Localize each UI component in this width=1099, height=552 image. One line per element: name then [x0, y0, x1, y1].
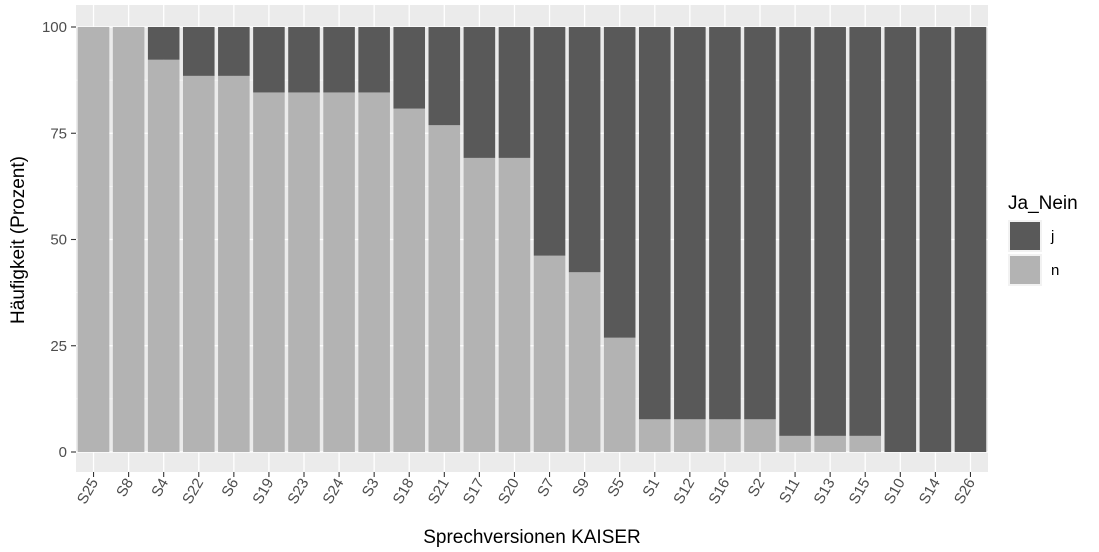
bar-segment-j	[849, 27, 882, 436]
bar-segment-n	[428, 125, 461, 453]
bar-segment-n	[463, 157, 496, 452]
legend-title: Ja_Nein	[1008, 193, 1078, 214]
x-tick-label: S15	[846, 476, 874, 508]
bar-segment-j	[463, 27, 496, 158]
x-tick-label: S16	[705, 476, 733, 508]
bar-segment-n	[182, 75, 215, 452]
x-tick-label: S6	[218, 476, 242, 500]
bar-segment-j	[428, 27, 461, 126]
bar-segment-n	[253, 92, 285, 452]
x-tick-label: S23	[284, 476, 312, 508]
x-tick-label: S11	[776, 476, 804, 507]
x-tick-label: S9	[569, 476, 593, 500]
x-tick-label: S25	[74, 476, 102, 508]
bar-segment-j	[253, 27, 285, 93]
legend-swatch-j	[1010, 222, 1040, 250]
bar-segment-n	[638, 419, 671, 452]
bar-segment-j	[182, 27, 215, 76]
bar-segment-n	[533, 255, 566, 452]
bar-segment-n	[498, 157, 531, 452]
x-tick-label: S13	[811, 476, 839, 508]
x-tick-label: S24	[319, 476, 347, 508]
x-axis: S25 S8 S4 S22 S6 S19 S23 S24 S3 S18 S21 S17 S20 S7 S9 S…	[74, 472, 979, 507]
y-axis: 0 25 50 75 100	[42, 19, 76, 461]
bar-segment-n	[674, 419, 706, 452]
legend-label-n: n	[1051, 262, 1059, 279]
x-tick-label: S14	[916, 476, 944, 508]
x-tick-label: S5	[604, 476, 628, 500]
bar-segment-j	[919, 27, 952, 452]
x-tick-label: S22	[179, 476, 207, 508]
x-tick-label: S12	[670, 476, 698, 508]
bar-segment-n	[323, 92, 355, 452]
x-tick-label: S18	[390, 476, 418, 508]
bar-segment-n	[288, 92, 320, 452]
bar-segment-j	[603, 27, 636, 338]
bar-segment-j	[814, 27, 846, 436]
bar-segment-n	[147, 59, 180, 452]
x-tick-label: S17	[460, 476, 488, 508]
bar-segment-j	[674, 27, 706, 420]
bar-segment-n	[112, 27, 145, 452]
bar-segment-n	[709, 419, 741, 452]
y-tick-label: 75	[50, 125, 67, 142]
x-tick-label: S4	[148, 476, 172, 500]
x-axis-title: Sprechversionen KAISER	[423, 527, 641, 548]
bar-segment-j	[358, 27, 390, 93]
bar-segment-n	[568, 272, 601, 452]
y-tick-label: 25	[50, 338, 67, 355]
bar-segment-n	[393, 108, 426, 452]
y-tick-label: 0	[59, 444, 67, 461]
bar-segment-n	[603, 337, 636, 452]
bar-segment-j	[954, 27, 987, 452]
bar-segment-n	[218, 75, 250, 452]
bar-segment-n	[358, 92, 390, 452]
x-tick-label: S7	[534, 476, 558, 500]
bar-segment-j	[498, 27, 531, 158]
x-tick-label: S20	[495, 476, 523, 508]
bar-segment-j	[533, 27, 566, 256]
x-tick-label: S3	[359, 476, 383, 500]
y-axis-title: Häufigkeit (Prozent)	[8, 156, 29, 324]
bar-segment-j	[147, 27, 180, 60]
bar-segment-n	[779, 435, 811, 452]
bar-segment-j	[779, 27, 811, 436]
bar-segment-n	[744, 419, 776, 452]
bar-segment-n	[814, 435, 846, 452]
x-tick-label: S2	[745, 476, 769, 500]
bar-segment-j	[288, 27, 320, 93]
x-tick-label: S1	[639, 476, 663, 500]
legend: Ja_Nein jn	[1008, 193, 1078, 286]
legend-label-j: j	[1050, 228, 1054, 245]
bar-segment-n	[849, 435, 882, 452]
bar-segment-j	[323, 27, 355, 93]
bar-segment-n	[77, 27, 110, 452]
legend-swatch-n	[1010, 256, 1040, 284]
x-tick-label: S26	[951, 476, 979, 508]
bar-segment-j	[709, 27, 741, 420]
x-tick-label: S10	[881, 476, 909, 508]
bar-segment-j	[744, 27, 776, 420]
x-tick-label: S21	[425, 476, 453, 508]
bars	[77, 27, 987, 453]
bar-segment-j	[218, 27, 250, 76]
bar-segment-j	[638, 27, 671, 420]
bar-segment-j	[568, 27, 601, 273]
bar-segment-j	[393, 27, 426, 109]
x-tick-label: S19	[249, 476, 277, 508]
y-tick-label: 100	[42, 19, 67, 36]
y-tick-label: 50	[50, 232, 67, 249]
bar-segment-j	[884, 27, 917, 452]
x-tick-label: S8	[113, 476, 137, 500]
